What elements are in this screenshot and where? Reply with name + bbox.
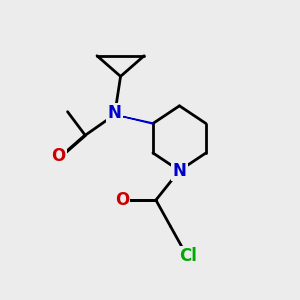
- Text: O: O: [115, 191, 129, 209]
- Polygon shape: [115, 115, 153, 124]
- Text: N: N: [108, 104, 122, 122]
- Text: Cl: Cl: [179, 247, 197, 265]
- Text: N: N: [172, 162, 186, 180]
- Text: O: O: [52, 147, 66, 165]
